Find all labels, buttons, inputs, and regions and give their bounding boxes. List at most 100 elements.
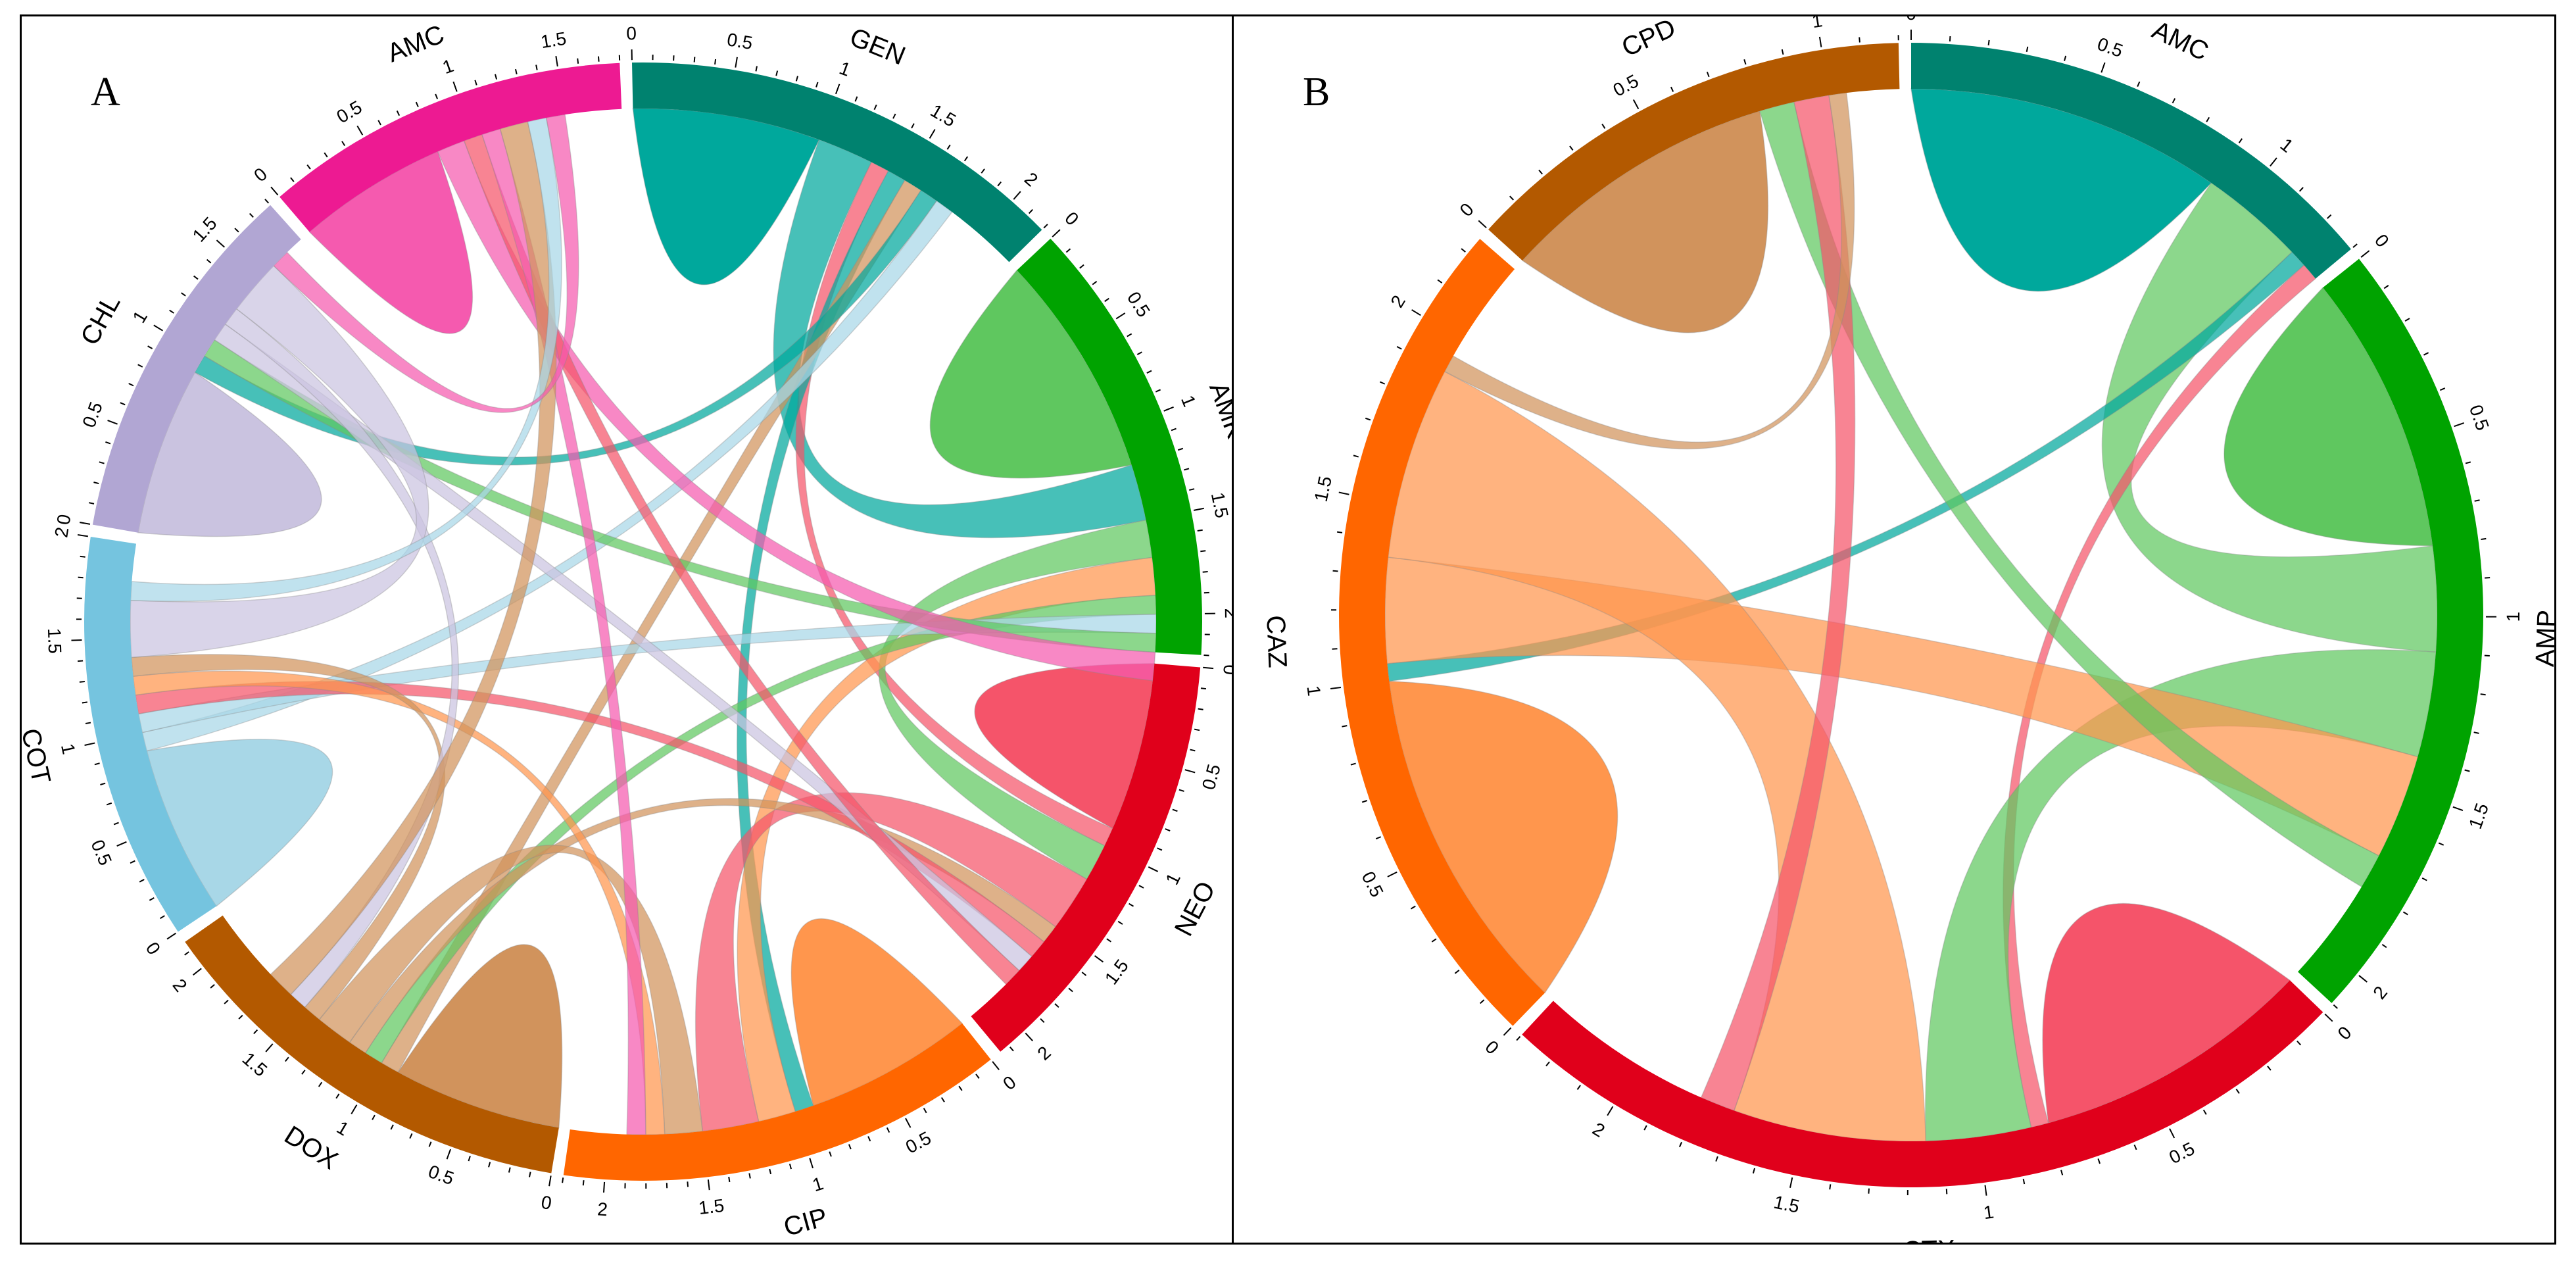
tick-label: 0.5 bbox=[87, 837, 116, 868]
tick-label: 1 bbox=[2503, 612, 2523, 622]
tick-label: 1 bbox=[129, 307, 152, 326]
tick-mark bbox=[105, 441, 111, 445]
tick-mark bbox=[2383, 285, 2389, 289]
tick-label: 0.5 bbox=[78, 399, 107, 430]
tick-mark bbox=[1545, 1061, 1550, 1067]
tick-mark bbox=[428, 1141, 432, 1147]
tick-label: 0.5 bbox=[425, 1161, 456, 1189]
tick-mark bbox=[1396, 345, 1402, 350]
tick-label: 1.5 bbox=[1207, 491, 1232, 520]
tick-mark bbox=[1743, 59, 1747, 65]
tick-mark bbox=[2454, 422, 2465, 428]
tick-mark bbox=[1411, 309, 1421, 316]
group-arcs: 0 0.511.52GEN00.511.52AMK00.511.52NEO00.5… bbox=[22, 20, 1234, 1242]
tick-mark bbox=[835, 84, 840, 95]
tick-label: 0.5 bbox=[1358, 868, 1388, 901]
tick-mark bbox=[1818, 36, 1822, 47]
tick-mark bbox=[1157, 847, 1163, 851]
tick-mark bbox=[997, 181, 1002, 187]
tick-mark bbox=[139, 879, 145, 883]
tick-mark bbox=[1503, 1027, 1512, 1036]
tick-mark bbox=[1094, 955, 1104, 963]
tick-mark bbox=[130, 860, 135, 864]
group-label-gen: GEN bbox=[846, 22, 910, 70]
tick-mark bbox=[1115, 312, 1126, 320]
group-arc-dox bbox=[185, 915, 559, 1174]
tick-mark bbox=[514, 68, 518, 75]
tick-label: 1 bbox=[1303, 684, 1324, 697]
panel-a-letter: A bbox=[91, 70, 120, 114]
tick-label: 1 bbox=[810, 1173, 826, 1195]
group-label-amp: AMP bbox=[2531, 609, 2554, 667]
tick-mark bbox=[2327, 214, 2332, 219]
tick-label: 0 bbox=[53, 513, 74, 527]
tick-mark bbox=[324, 152, 328, 158]
tick-mark bbox=[1516, 1036, 1521, 1041]
tick-mark bbox=[789, 1164, 792, 1170]
tick-mark bbox=[1068, 987, 1073, 993]
tick-mark bbox=[1365, 417, 1371, 421]
tick-label: 1 bbox=[1177, 393, 1200, 410]
chord-AMC-AMC bbox=[1910, 88, 2212, 292]
tick-mark bbox=[265, 1043, 274, 1052]
chord-CIP-CIP bbox=[790, 918, 963, 1106]
tick-label: 0 bbox=[626, 23, 637, 43]
tick-mark bbox=[1569, 145, 1574, 151]
tick-mark bbox=[815, 82, 819, 87]
tick-label: 0 bbox=[1481, 1037, 1503, 1058]
tick-mark bbox=[1338, 491, 1349, 495]
tick-mark bbox=[409, 1133, 413, 1139]
tick-mark bbox=[2438, 842, 2444, 846]
tick-mark bbox=[1480, 999, 1485, 1004]
tick-label: 0.5 bbox=[725, 29, 754, 53]
tick-mark bbox=[306, 164, 311, 170]
group-label-caz: CAZ bbox=[1261, 614, 1292, 668]
tick-mark bbox=[829, 1151, 832, 1157]
chord-COT-AMC bbox=[130, 117, 562, 602]
tick-label: 1.5 bbox=[2465, 801, 2492, 831]
chord-ribbons bbox=[1384, 88, 2438, 1142]
tick-mark bbox=[1189, 488, 1195, 491]
tick-mark bbox=[290, 177, 295, 182]
tick-mark bbox=[2381, 943, 2387, 949]
group-arc-amp bbox=[2298, 259, 2483, 1003]
tick-label: 1 bbox=[333, 1117, 352, 1140]
tick-label: 1.5 bbox=[1101, 956, 1132, 989]
tick-mark bbox=[854, 96, 858, 102]
tick-mark bbox=[2137, 81, 2141, 87]
tick-mark bbox=[1509, 195, 1514, 201]
chord-DOX-AMC bbox=[270, 121, 557, 995]
tick-mark bbox=[1009, 1047, 1014, 1052]
tick-label: 0 bbox=[2371, 230, 2393, 251]
chord-GEN-GEN bbox=[632, 108, 820, 285]
tick-mark bbox=[128, 383, 134, 387]
tick-label: 0 bbox=[540, 1192, 553, 1214]
group-arc-ctx bbox=[1522, 980, 2323, 1187]
tick-mark bbox=[562, 1177, 564, 1183]
tick-mark bbox=[577, 58, 579, 64]
tick-mark bbox=[2423, 352, 2429, 356]
tick-label: 0.5 bbox=[1610, 70, 1642, 101]
group-label-amc: AMC bbox=[383, 20, 449, 68]
tick-mark bbox=[270, 186, 279, 196]
tick-mark bbox=[2026, 46, 2029, 53]
tick-mark bbox=[1052, 229, 1061, 237]
group-label-cpd: CPD bbox=[1617, 16, 1680, 62]
chord-ribbons bbox=[130, 108, 1157, 1135]
tick-mark bbox=[848, 1144, 852, 1150]
tick-mark bbox=[1632, 99, 1640, 110]
tick-mark bbox=[1127, 333, 1132, 337]
group-arc-amk bbox=[1017, 238, 1202, 655]
tick-label: 0 bbox=[2334, 1022, 2356, 1044]
tick-mark bbox=[88, 502, 95, 505]
tick-mark bbox=[1859, 37, 1860, 43]
tick-mark bbox=[809, 1158, 814, 1169]
tick-mark bbox=[1330, 686, 1342, 689]
tick-mark bbox=[390, 1124, 394, 1130]
tick-mark bbox=[153, 324, 163, 332]
tick-label: 1.5 bbox=[539, 28, 568, 53]
tick-mark bbox=[1576, 1085, 1581, 1090]
group-label-dox: DOX bbox=[279, 1120, 343, 1175]
tick-mark bbox=[975, 1074, 980, 1079]
tick-label: 1.5 bbox=[189, 213, 221, 246]
